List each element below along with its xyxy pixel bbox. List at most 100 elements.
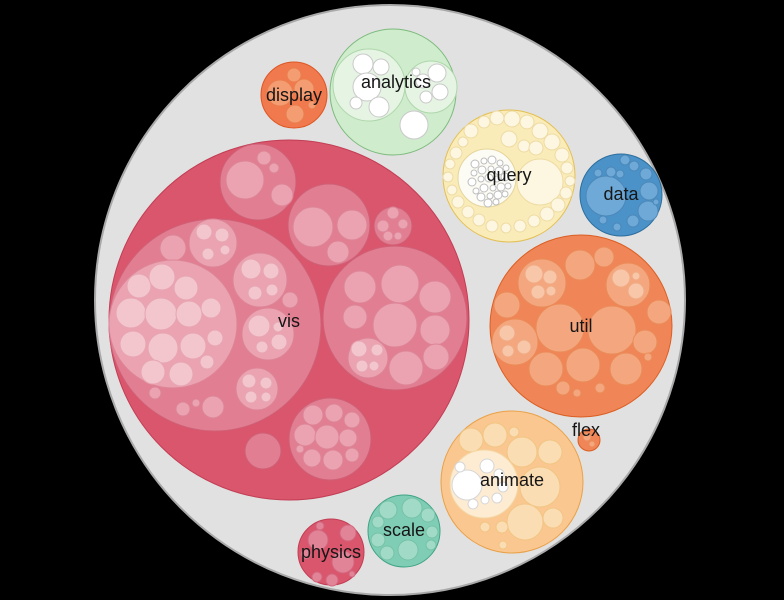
- pack-circle[interactable]: [343, 411, 361, 429]
- pack-circle[interactable]: [480, 495, 490, 505]
- pack-circle[interactable]: [498, 540, 508, 550]
- pack-circle[interactable]: [528, 351, 564, 387]
- pack-circle[interactable]: [270, 183, 294, 207]
- pack-circle[interactable]: [626, 214, 640, 228]
- pack-circle[interactable]: [286, 67, 302, 83]
- pack-circle[interactable]: [516, 158, 564, 206]
- pack-circle[interactable]: [422, 343, 450, 371]
- pack-circle[interactable]: [559, 186, 573, 200]
- pack-circle[interactable]: [531, 122, 549, 140]
- pack-circle[interactable]: [496, 159, 504, 167]
- pack-circle[interactable]: [486, 192, 494, 200]
- pack-circle[interactable]: [372, 302, 418, 348]
- pack-circle[interactable]: [555, 380, 571, 396]
- pack-circle[interactable]: [307, 100, 317, 110]
- pack-circle[interactable]: [126, 273, 152, 299]
- pack-circle[interactable]: [527, 214, 541, 228]
- pack-circle[interactable]: [265, 283, 279, 297]
- pack-circle[interactable]: [594, 382, 606, 394]
- pack-circle[interactable]: [240, 258, 262, 280]
- pack-circle[interactable]: [200, 297, 222, 319]
- pack-circle[interactable]: [477, 115, 491, 129]
- pack-circle[interactable]: [285, 104, 305, 124]
- pack-circle[interactable]: [611, 268, 631, 288]
- pack-circle[interactable]: [513, 219, 527, 233]
- pack-circle[interactable]: [545, 285, 557, 297]
- pack-circle[interactable]: [201, 395, 225, 419]
- pack-circle[interactable]: [493, 468, 505, 480]
- pack-circle[interactable]: [500, 222, 512, 234]
- pack-circle[interactable]: [427, 63, 447, 83]
- pack-circle[interactable]: [370, 343, 384, 357]
- pack-circle[interactable]: [476, 192, 486, 202]
- pack-circle[interactable]: [652, 198, 660, 206]
- pack-circle[interactable]: [336, 209, 368, 241]
- pack-circle[interactable]: [479, 521, 491, 533]
- pack-circle[interactable]: [302, 404, 324, 426]
- pack-circle[interactable]: [270, 333, 288, 351]
- pack-circle[interactable]: [386, 206, 400, 220]
- pack-circle[interactable]: [199, 354, 215, 370]
- pack-circle[interactable]: [393, 231, 403, 241]
- pack-circle[interactable]: [484, 173, 494, 183]
- pack-circle[interactable]: [425, 539, 437, 551]
- pack-circle[interactable]: [493, 190, 503, 200]
- pack-circle[interactable]: [605, 262, 651, 308]
- pack-circle[interactable]: [451, 195, 465, 209]
- pack-circle[interactable]: [542, 507, 564, 529]
- pack-circle[interactable]: [454, 461, 466, 473]
- pack-circle[interactable]: [349, 96, 363, 110]
- pack-circle[interactable]: [470, 159, 480, 169]
- pack-circle[interactable]: [543, 133, 561, 151]
- pack-circle[interactable]: [587, 305, 637, 355]
- pack-circle[interactable]: [517, 258, 567, 308]
- pack-circle[interactable]: [472, 187, 480, 195]
- pack-circle[interactable]: [637, 200, 659, 222]
- pack-circle[interactable]: [482, 422, 508, 448]
- pack-circle[interactable]: [550, 197, 566, 213]
- pack-circle[interactable]: [470, 169, 478, 177]
- pack-circle[interactable]: [487, 165, 495, 173]
- pack-circle[interactable]: [535, 303, 585, 353]
- pack-circle[interactable]: [461, 205, 475, 219]
- pack-circle[interactable]: [368, 96, 390, 118]
- pack-circle[interactable]: [244, 432, 282, 470]
- pack-circle[interactable]: [483, 198, 493, 208]
- pack-circle[interactable]: [295, 444, 305, 454]
- pack-circle[interactable]: [380, 264, 420, 304]
- pack-circle[interactable]: [609, 352, 643, 386]
- pack-circle[interactable]: [281, 291, 299, 309]
- pack-circle[interactable]: [411, 67, 421, 77]
- pack-circle[interactable]: [368, 360, 380, 372]
- pack-circle[interactable]: [477, 165, 487, 175]
- pack-circle[interactable]: [500, 172, 510, 182]
- pack-circle[interactable]: [593, 246, 615, 268]
- pack-circle[interactable]: [619, 154, 631, 166]
- pack-circle[interactable]: [492, 198, 500, 206]
- pack-circle[interactable]: [235, 367, 279, 411]
- pack-circle[interactable]: [147, 332, 179, 364]
- pack-circle[interactable]: [188, 218, 238, 268]
- pack-circle[interactable]: [376, 219, 390, 233]
- pack-circle[interactable]: [115, 297, 147, 329]
- pack-circle[interactable]: [268, 162, 280, 174]
- pack-circle[interactable]: [379, 545, 395, 561]
- pack-circle[interactable]: [350, 340, 368, 358]
- pack-circle[interactable]: [477, 175, 485, 183]
- pack-circle[interactable]: [348, 570, 356, 578]
- pack-circle[interactable]: [175, 401, 191, 417]
- pack-circle[interactable]: [300, 548, 312, 560]
- pack-circle[interactable]: [489, 184, 497, 192]
- pack-circle[interactable]: [489, 110, 505, 126]
- pack-circle[interactable]: [232, 252, 288, 308]
- pack-circle[interactable]: [397, 218, 409, 230]
- pack-circle[interactable]: [479, 458, 495, 474]
- pack-circle[interactable]: [241, 373, 257, 389]
- pack-circle[interactable]: [293, 423, 317, 447]
- pack-circle[interactable]: [508, 426, 520, 438]
- pack-circle[interactable]: [479, 183, 489, 193]
- pack-circle[interactable]: [615, 169, 625, 179]
- pack-circle[interactable]: [516, 339, 532, 355]
- pack-circle[interactable]: [419, 314, 451, 346]
- pack-circle[interactable]: [500, 130, 518, 148]
